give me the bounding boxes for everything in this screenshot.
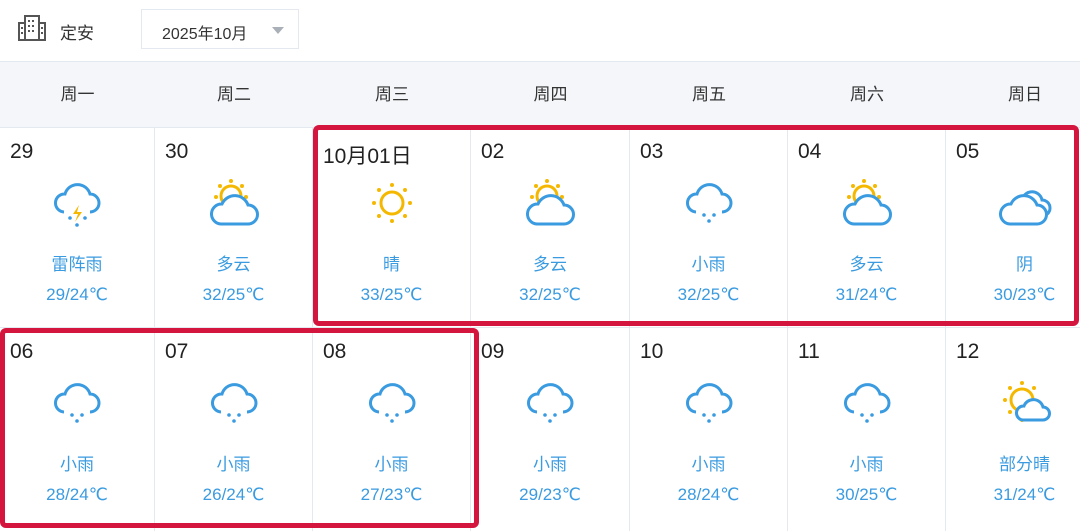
temperature-range: 29/24℃ bbox=[46, 285, 108, 304]
temperature-range: 29/23℃ bbox=[519, 485, 581, 504]
day-cell[interactable]: 08 小雨 27/23℃ bbox=[313, 327, 471, 531]
light-rain-icon bbox=[368, 383, 415, 423]
weather-description: 阴 bbox=[1016, 255, 1033, 274]
temperature-range: 31/24℃ bbox=[835, 285, 898, 304]
chevron-down-icon bbox=[272, 27, 284, 34]
day-cell[interactable]: 06 小雨 28/24℃ bbox=[0, 327, 155, 531]
light-rain-icon bbox=[685, 383, 732, 423]
day-number: 06 bbox=[10, 340, 34, 363]
highlight-box bbox=[0, 328, 479, 528]
day-number: 09 bbox=[481, 340, 505, 363]
weather-description: 雷阵雨 bbox=[51, 255, 103, 274]
city-name: 定安 bbox=[60, 24, 94, 43]
month-select[interactable]: 2025年10月 bbox=[141, 9, 299, 49]
temperature-range: 30/25℃ bbox=[835, 485, 898, 504]
weather-description: 多云 bbox=[849, 255, 884, 274]
weather-description: 小雨 bbox=[374, 455, 409, 474]
weekday-label: 周一 bbox=[60, 85, 95, 104]
day-number: 04 bbox=[798, 140, 822, 163]
day-number: 10 bbox=[640, 340, 664, 363]
thunderstorm-icon bbox=[54, 183, 101, 227]
temperature-range: 32/25℃ bbox=[677, 285, 740, 304]
day-number: 29 bbox=[10, 140, 34, 163]
day-cell[interactable]: 07 小雨 26/24℃ bbox=[155, 327, 313, 531]
day-number: 08 bbox=[323, 340, 347, 363]
sunny-icon bbox=[371, 183, 412, 223]
day-cell[interactable]: 03 小雨 32/25℃ bbox=[630, 127, 788, 327]
month-select-value: 2025年10月 bbox=[162, 26, 248, 43]
weather-description: 小雨 bbox=[691, 455, 726, 474]
overcast-icon bbox=[998, 190, 1051, 226]
weather-description: 小雨 bbox=[533, 455, 567, 474]
day-cell[interactable]: 09 小雨 29/23℃ bbox=[471, 327, 630, 531]
light-rain-icon bbox=[685, 183, 732, 223]
day-cell[interactable]: 11 小雨 30/25℃ bbox=[788, 327, 946, 531]
cloudy-icon bbox=[526, 179, 575, 226]
day-number: 02 bbox=[481, 140, 505, 163]
day-cell[interactable]: 29 雷阵雨 29/24℃ bbox=[0, 127, 155, 327]
temperature-range: 32/25℃ bbox=[519, 285, 581, 304]
cloudy-icon bbox=[209, 179, 259, 226]
weekday-label: 周三 bbox=[375, 85, 409, 104]
highlight-box bbox=[313, 125, 1079, 326]
temperature-range: 32/25℃ bbox=[202, 285, 265, 304]
weekday-label: 周二 bbox=[217, 85, 251, 104]
calendar-week-row: 06 小雨 28/24℃ 07 小雨 26/24℃ 08 小雨 27/23℃ 09 小雨 29/23℃… bbox=[0, 327, 1080, 531]
weather-description: 小雨 bbox=[691, 255, 726, 274]
light-rain-icon bbox=[527, 383, 574, 423]
day-cell[interactable]: 04 多云 31/24℃ bbox=[788, 127, 946, 327]
day-cell[interactable]: 10 小雨 28/24℃ bbox=[630, 327, 788, 531]
day-number: 11 bbox=[798, 340, 820, 363]
day-number: 30 bbox=[165, 140, 189, 163]
temperature-range: 28/24℃ bbox=[677, 485, 740, 504]
cloudy-icon bbox=[842, 179, 892, 226]
temperature-range: 27/23℃ bbox=[360, 485, 423, 504]
weather-description: 多云 bbox=[216, 255, 251, 274]
toolbar: 定安 2025年10月 bbox=[0, 0, 1080, 62]
weather-description: 晴 bbox=[383, 255, 400, 274]
temperature-range: 26/24℃ bbox=[202, 485, 265, 504]
temperature-range: 28/24℃ bbox=[46, 485, 108, 504]
weather-description: 小雨 bbox=[60, 455, 94, 474]
weather-description: 多云 bbox=[533, 255, 567, 274]
day-number: 07 bbox=[165, 340, 189, 363]
temperature-range: 33/25℃ bbox=[360, 285, 423, 304]
day-cell[interactable]: 12 部分晴 31/24℃ bbox=[946, 327, 1080, 531]
temperature-range: 30/23℃ bbox=[993, 285, 1056, 304]
weekday-label: 周日 bbox=[1008, 85, 1042, 104]
day-number: 10月01日 bbox=[323, 145, 412, 168]
weekday-header: 周一 周二 周三 周四 周五 周六 周日 bbox=[0, 62, 1080, 127]
weather-description: 小雨 bbox=[216, 455, 251, 474]
light-rain-icon bbox=[54, 383, 101, 423]
temperature-range: 31/24℃ bbox=[993, 485, 1056, 504]
day-number: 05 bbox=[956, 140, 980, 163]
building-icon bbox=[18, 15, 46, 41]
partly-sunny-icon bbox=[1002, 381, 1051, 422]
weekday-label: 周五 bbox=[692, 85, 726, 104]
light-rain-icon bbox=[210, 383, 257, 423]
weekday-label: 周六 bbox=[850, 85, 884, 104]
weather-description: 小雨 bbox=[849, 455, 884, 474]
weather-description: 部分晴 bbox=[999, 455, 1050, 474]
light-rain-icon bbox=[843, 383, 890, 423]
weekday-label: 周四 bbox=[533, 85, 568, 104]
day-number: 03 bbox=[640, 140, 664, 163]
day-cell[interactable]: 30 多云 32/25℃ bbox=[155, 127, 313, 327]
day-number: 12 bbox=[956, 340, 980, 363]
